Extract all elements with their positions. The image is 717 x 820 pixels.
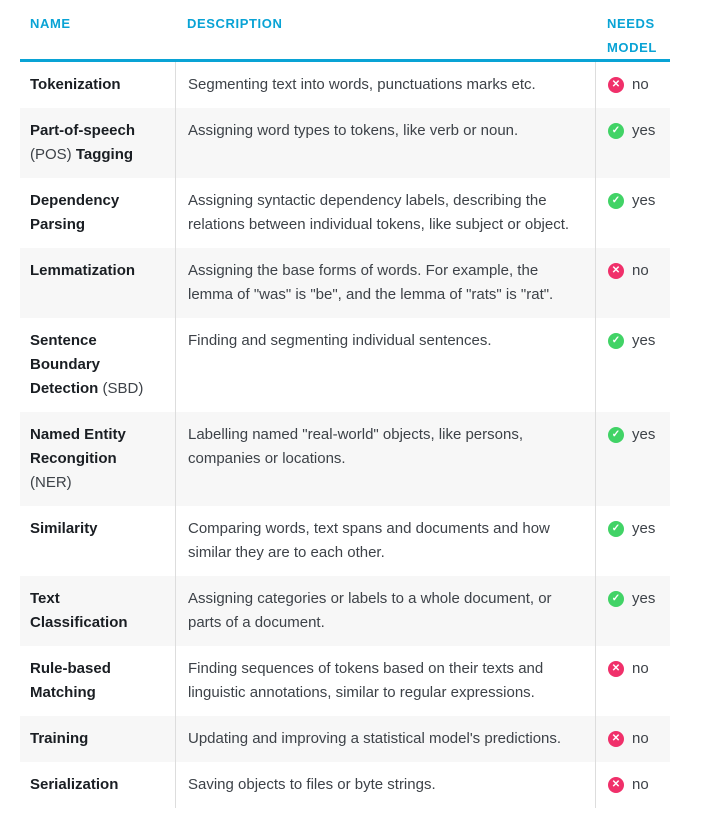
feature-name-text: Training (30, 730, 89, 747)
table-row: Text Classification Assigning categories… (20, 576, 670, 646)
feature-description: Assigning word types to tokens, like ver… (175, 108, 595, 178)
needs-model-badge: ✓ yes (608, 189, 668, 213)
table-row: Dependency Parsing Assigning syntactic d… (20, 178, 670, 248)
feature-name-text: Rule-based Matching (30, 660, 111, 701)
table-body: Tokenization Segmenting text into words,… (20, 62, 670, 808)
check-circle-icon: ✓ (608, 591, 624, 607)
table-row: Rule-based Matching Finding sequences of… (20, 646, 670, 716)
feature-description: Updating and improving a statistical mod… (175, 716, 595, 762)
needs-model-cell: ✓ yes (595, 178, 670, 248)
needs-model-badge: ✕ no (608, 73, 668, 97)
column-header-needs-model: NEEDS MODEL (607, 16, 657, 55)
needs-model-label: yes (632, 426, 656, 443)
feature-description: Finding sequences of tokens based on the… (175, 646, 595, 716)
table-row: Training Updating and improving a statis… (20, 716, 670, 762)
table-row: Lemmatization Assigning the base forms o… (20, 248, 670, 318)
feature-name-text: Text Classification (30, 590, 128, 631)
check-circle-icon: ✓ (608, 123, 624, 139)
x-circle-icon: ✕ (608, 661, 624, 677)
feature-description: Comparing words, text spans and document… (175, 506, 595, 576)
needs-model-badge: ✓ yes (608, 329, 668, 353)
feature-name-text: Dependency Parsing (30, 192, 120, 233)
needs-model-label: no (632, 776, 649, 793)
table-row: Serialization Saving objects to files or… (20, 762, 670, 808)
needs-model-cell: ✕ no (595, 646, 670, 716)
feature-name-abbrev: (NER) (30, 474, 72, 491)
column-header-name: NAME (30, 16, 71, 31)
feature-name-text: Serialization (30, 776, 119, 793)
feature-name: Training (20, 716, 175, 762)
feature-description: Saving objects to files or byte strings. (175, 762, 595, 808)
feature-description: Finding and segmenting individual senten… (175, 318, 595, 412)
feature-name-text: Tagging (75, 146, 134, 163)
needs-model-badge: ✕ no (608, 727, 668, 751)
x-circle-icon: ✕ (608, 777, 624, 793)
needs-model-cell: ✓ yes (595, 506, 670, 576)
needs-model-badge: ✕ no (608, 773, 668, 797)
needs-model-label: yes (632, 590, 656, 607)
feature-name: Part-of-speech (POS) Tagging (20, 108, 175, 178)
needs-model-cell: ✕ no (595, 248, 670, 318)
table-row: Sentence Boundary Detection (SBD) Findin… (20, 318, 670, 412)
needs-model-label: no (632, 76, 649, 93)
needs-model-cell: ✕ no (595, 716, 670, 762)
needs-model-cell: ✕ no (595, 62, 670, 108)
x-circle-icon: ✕ (608, 263, 624, 279)
feature-name-abbrev: (SBD) (98, 380, 144, 397)
feature-name: Sentence Boundary Detection (SBD) (20, 318, 175, 412)
feature-name: Tokenization (20, 62, 175, 108)
table-row: Part-of-speech (POS) Tagging Assigning w… (20, 108, 670, 178)
needs-model-label: yes (632, 122, 656, 139)
feature-name: Serialization (20, 762, 175, 808)
column-header-description: DESCRIPTION (187, 16, 283, 31)
needs-model-badge: ✕ no (608, 259, 668, 283)
feature-description: Assigning syntactic dependency labels, d… (175, 178, 595, 248)
needs-model-badge: ✓ yes (608, 517, 668, 541)
needs-model-cell: ✓ yes (595, 412, 670, 506)
feature-name: Similarity (20, 506, 175, 576)
feature-name: Rule-based Matching (20, 646, 175, 716)
needs-model-label: yes (632, 192, 656, 209)
x-circle-icon: ✕ (608, 731, 624, 747)
check-circle-icon: ✓ (608, 427, 624, 443)
check-circle-icon: ✓ (608, 521, 624, 537)
feature-name-text: Lemmatization (30, 262, 136, 279)
needs-model-badge: ✓ yes (608, 587, 668, 611)
needs-model-label: yes (632, 520, 656, 537)
table-row: Named Entity Recongition (NER) Labelling… (20, 412, 670, 506)
needs-model-cell: ✓ yes (595, 318, 670, 412)
feature-description: Assigning the base forms of words. For e… (175, 248, 595, 318)
feature-name-text: Similarity (30, 520, 98, 537)
feature-name: Text Classification (20, 576, 175, 646)
check-circle-icon: ✓ (608, 193, 624, 209)
needs-model-cell: ✕ no (595, 762, 670, 808)
feature-name-abbrev: (POS) (30, 146, 76, 163)
feature-name-text: Tokenization (30, 76, 121, 93)
table-header-row: NAME DESCRIPTION NEEDS MODEL (20, 0, 670, 62)
feature-description: Labelling named "real-world" objects, li… (175, 412, 595, 506)
feature-description: Assigning categories or labels to a whol… (175, 576, 595, 646)
table-row: Similarity Comparing words, text spans a… (20, 506, 670, 576)
feature-description: Segmenting text into words, punctuations… (175, 62, 595, 108)
needs-model-cell: ✓ yes (595, 108, 670, 178)
table-row: Tokenization Segmenting text into words,… (20, 62, 670, 108)
check-circle-icon: ✓ (608, 333, 624, 349)
needs-model-badge: ✓ yes (608, 423, 668, 447)
needs-model-label: no (632, 730, 649, 747)
feature-name-text: Part-of-speech (30, 122, 136, 139)
needs-model-label: no (632, 262, 649, 279)
needs-model-badge: ✕ no (608, 657, 668, 681)
feature-name: Named Entity Recongition (NER) (20, 412, 175, 506)
needs-model-cell: ✓ yes (595, 576, 670, 646)
feature-name-text: Sentence Boundary Detection (30, 332, 101, 397)
feature-name: Dependency Parsing (20, 178, 175, 248)
features-table: NAME DESCRIPTION NEEDS MODEL Tokenizatio… (20, 0, 670, 808)
feature-name-text: Named Entity Recongition (30, 426, 126, 467)
x-circle-icon: ✕ (608, 77, 624, 93)
needs-model-badge: ✓ yes (608, 119, 668, 143)
needs-model-label: no (632, 660, 649, 677)
needs-model-label: yes (632, 332, 656, 349)
feature-name: Lemmatization (20, 248, 175, 318)
